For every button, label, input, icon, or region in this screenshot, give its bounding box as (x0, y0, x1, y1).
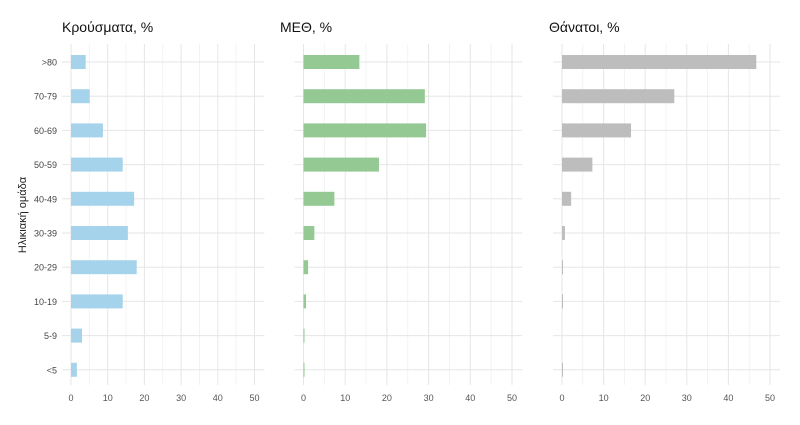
bar->80 (71, 55, 86, 69)
panel-title-icu: ΜΕΘ, % (280, 19, 332, 35)
bar-60-69 (303, 123, 427, 138)
bar-20-29 (562, 260, 563, 275)
x-tick-label: 50 (507, 393, 517, 403)
bar-<5 (562, 362, 563, 377)
y-tick-label: 50-59 (34, 160, 57, 170)
bar->80 (562, 55, 757, 69)
bar-30-39 (562, 226, 565, 240)
y-tick-label: 40-49 (34, 194, 57, 204)
x-tick-label: 30 (176, 393, 186, 403)
bar-50-59 (562, 157, 593, 172)
x-tick-label: 20 (139, 393, 149, 403)
x-tick-label: 0 (68, 393, 73, 403)
bar-5-9 (71, 328, 83, 343)
panel-title-deaths: Θάνατοι, % (549, 19, 620, 35)
bar-10-19 (562, 294, 563, 309)
y-tick-label: <5 (47, 365, 57, 375)
x-tick-label: 50 (249, 393, 259, 403)
x-tick-label: 10 (340, 393, 350, 403)
x-tick-label: 10 (103, 393, 113, 403)
bar-50-59 (303, 157, 379, 172)
x-tick-label: 50 (765, 393, 775, 403)
y-axis-label: Ηλικιακή ομάδα (17, 176, 29, 253)
bar-30-39 (71, 226, 128, 240)
x-tick-label: 40 (213, 393, 223, 403)
bar-70-79 (562, 89, 675, 104)
y-tick-label: 5-9 (44, 331, 57, 341)
panel-title-cases: Κρούσματα, % (62, 19, 153, 35)
y-tick-label: >80 (42, 58, 57, 68)
bar-10-19 (71, 294, 123, 309)
bar-30-39 (303, 226, 315, 240)
x-tick-label: 30 (424, 393, 434, 403)
bar-40-49 (562, 191, 572, 206)
bar-60-69 (562, 123, 632, 138)
y-tick-label: 20-29 (34, 263, 57, 273)
bar-10-19 (303, 294, 307, 309)
bar-70-79 (71, 89, 90, 104)
bar-40-49 (71, 191, 135, 206)
bar-<5 (303, 362, 305, 377)
bar-20-29 (71, 260, 137, 275)
x-tick-label: 20 (640, 393, 650, 403)
y-tick-label: 70-79 (34, 92, 57, 102)
bar-<5 (71, 362, 77, 377)
x-tick-label: 10 (599, 393, 609, 403)
x-tick-label: 40 (723, 393, 733, 403)
x-tick-label: 30 (682, 393, 692, 403)
bar->80 (303, 55, 360, 69)
bar-50-59 (71, 157, 123, 172)
x-tick-label: 0 (301, 393, 306, 403)
bar-70-79 (303, 89, 425, 104)
bar-20-29 (303, 260, 309, 275)
x-tick-label: 40 (465, 393, 475, 403)
y-tick-label: 60-69 (34, 126, 57, 136)
x-tick-label: 0 (559, 393, 564, 403)
y-tick-label: 30-39 (34, 229, 57, 239)
x-tick-label: 20 (382, 393, 392, 403)
bar-5-9 (303, 328, 305, 343)
bar-40-49 (303, 191, 335, 206)
bar-60-69 (71, 123, 103, 138)
y-tick-label: 10-19 (34, 297, 57, 307)
